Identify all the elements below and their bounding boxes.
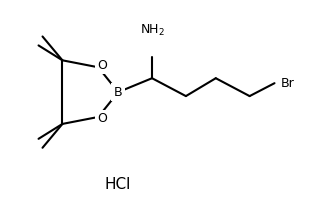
- Text: HCl: HCl: [105, 177, 131, 192]
- Text: O: O: [97, 112, 107, 125]
- Text: B: B: [114, 86, 122, 99]
- Text: O: O: [97, 59, 107, 72]
- Text: Br: Br: [281, 77, 295, 90]
- Text: NH$_2$: NH$_2$: [140, 23, 164, 38]
